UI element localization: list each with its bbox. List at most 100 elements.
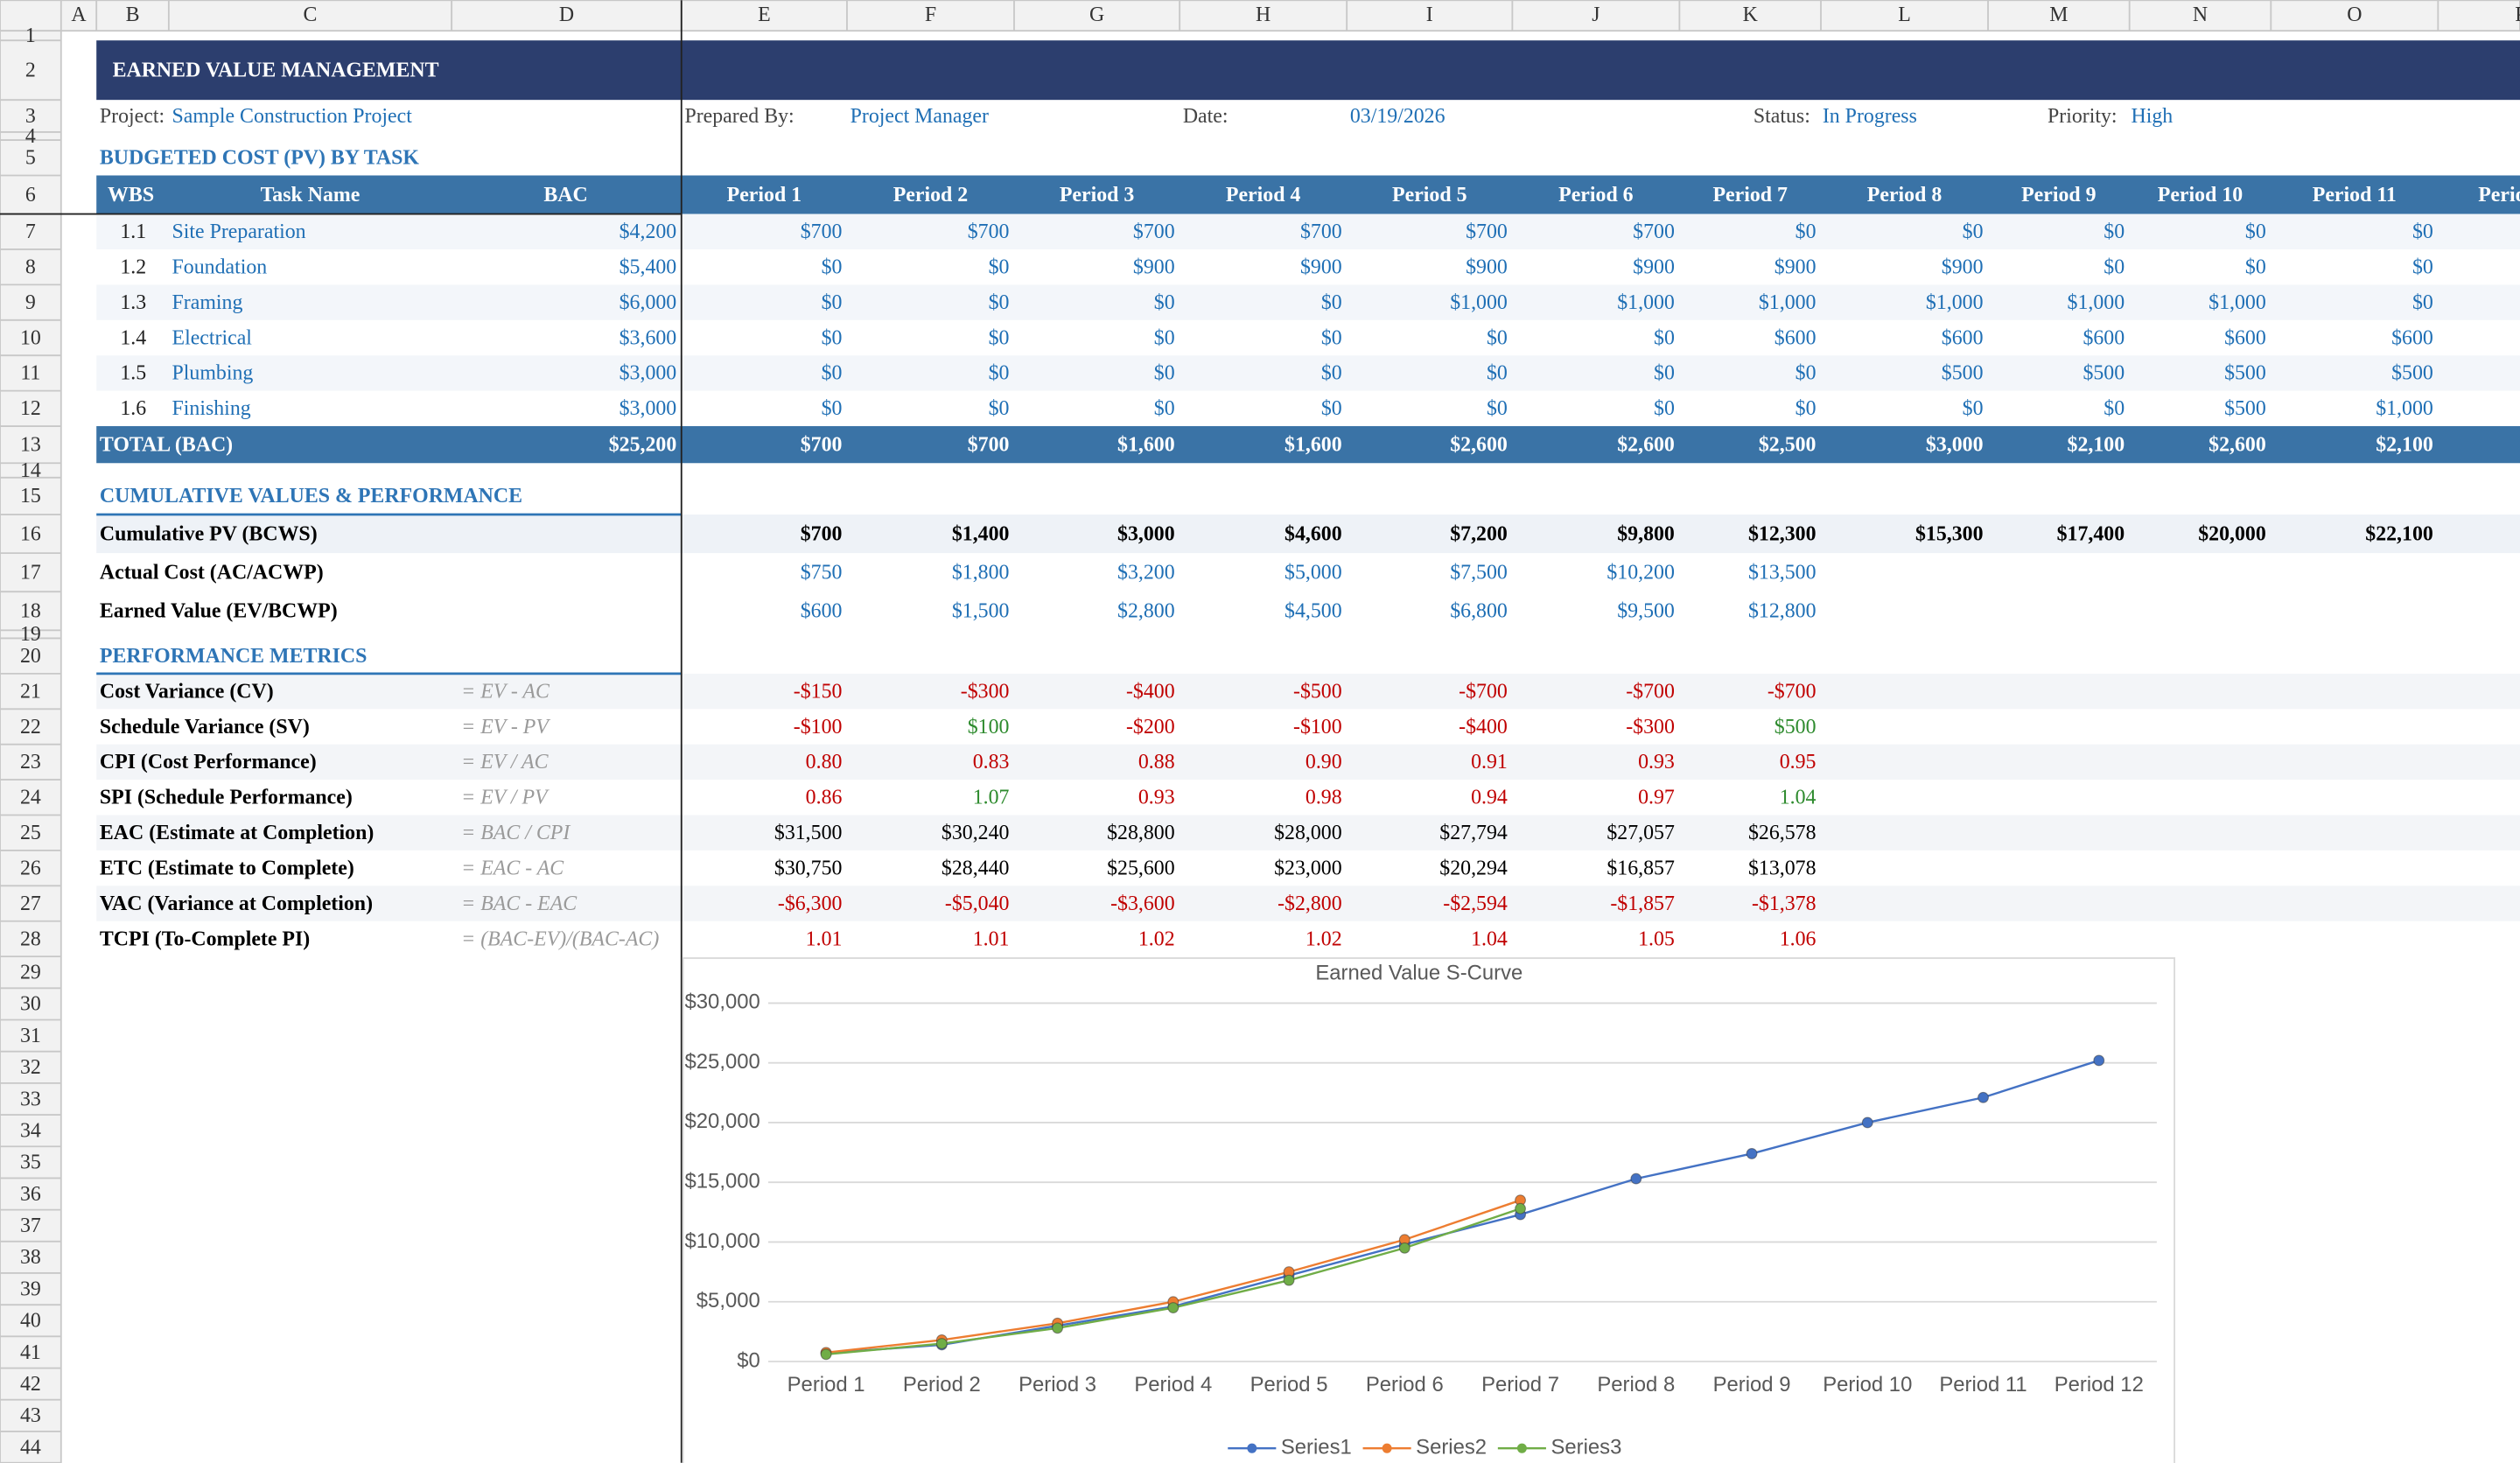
row-header: 35 [20,1152,41,1174]
metric-value: $16,857 [1606,857,1675,879]
task-name: Site Preparation [172,220,306,243]
row-header: 36 [20,1183,41,1206]
column-title: Period 5 [1392,184,1467,206]
column-title: Task Name [261,184,360,206]
section-title: PERFORMANCE METRICS [100,645,368,668]
column-header: A [71,4,87,26]
row-header: 41 [20,1341,41,1364]
column-title: Period 2 [893,184,968,206]
row-label: CPI (Cost Performance) [100,751,317,774]
info-label: Priority: [2048,105,2118,128]
period-cost: $600 [2082,326,2124,349]
row-header: 24 [20,787,41,809]
period-cost: $0 [2412,291,2433,314]
y-tick-label: $5,000 [696,1289,760,1312]
sheet-title: EARNED VALUE MANAGEMENT [113,60,439,82]
period-cost: $0 [1963,397,1984,420]
task-name: Foundation [172,256,268,279]
row-header: 34 [20,1119,41,1142]
bac: $3,000 [620,397,677,420]
column-header: G [1089,4,1104,26]
title-bar [96,40,2520,101]
period-cost: $0 [989,362,1010,385]
row-band [96,284,2520,320]
total-period: $2,100 [2376,433,2433,456]
metric-value: $26,578 [1748,822,1816,844]
cumulative-value: $4,600 [1284,522,1342,545]
row-header: 15 [20,485,41,508]
metric-value: $28,440 [942,857,1010,879]
period-cost: $0 [822,256,843,279]
x-tick-label: Period 8 [1597,1373,1675,1396]
period-cost: $700 [968,220,1010,243]
column-header: E [758,4,771,26]
bac: $6,000 [620,291,677,314]
x-tick-label: Period 9 [1713,1373,1791,1396]
period-cost: $600 [2391,326,2433,349]
metric-value: 0.80 [806,751,843,774]
column-title: Period 10 [2158,184,2243,206]
metric-value: -$150 [794,680,843,703]
row-header: 18 [20,600,41,623]
wbs: 1.5 [120,362,146,385]
row-header: 11 [20,362,40,385]
period-cost: $0 [1487,326,1508,349]
x-tick-label: Period 5 [1250,1373,1328,1396]
metric-value: -$400 [1459,716,1508,738]
metric-value: 0.86 [806,787,843,809]
column-header: M [2049,4,2068,26]
period-cost: $700 [801,220,843,243]
column-header: B [126,4,140,26]
chart-area [682,957,2176,1463]
y-tick-label: $25,000 [685,1050,760,1074]
row-header: 37 [20,1214,41,1237]
row-label: Earned Value (EV/BCWP) [100,600,338,623]
total-label: TOTAL (BAC) [100,433,233,456]
legend-marker [1247,1443,1257,1453]
cumulative-value: $13,500 [1748,561,1816,584]
metric-value: $20,294 [1439,857,1508,879]
y-tick-label: $15,000 [685,1170,760,1194]
bac: $5,400 [620,256,677,279]
info-value: Sample Construction Project [172,105,413,128]
metric-value: $500 [1774,716,1816,738]
period-cost: $600 [1774,326,1816,349]
formula: = EV / PV [461,787,550,809]
row-header: 25 [20,822,41,844]
cumulative-value: $600 [801,600,843,623]
row-band [96,673,2520,710]
y-tick-label: $30,000 [685,990,760,1014]
row-header: 13 [20,433,41,456]
series-line [825,1059,2100,1354]
row-header: 28 [20,928,41,950]
row-header: 43 [20,1404,41,1427]
row-header: 31 [20,1025,41,1047]
row-header: 10 [20,326,41,349]
y-tick-label: $0 [737,1348,760,1372]
row-label: SPI (Schedule Performance) [100,787,353,809]
cumulative-value: $7,500 [1450,561,1508,584]
formula: = EV / AC [461,751,549,774]
row-band [96,214,2520,249]
cumulative-value: $9,500 [1617,600,1675,623]
period-cost: $0 [1154,362,1175,385]
row-label: Actual Cost (AC/ACWP) [100,561,324,584]
legend-label: Series2 [1416,1435,1487,1459]
cumulative-value: $9,800 [1617,522,1675,545]
metric-value: $27,794 [1439,822,1508,844]
row-label: VAC (Variance at Completion) [100,892,373,915]
metric-value: 0.95 [1780,751,1816,774]
row-header: 14 [20,459,41,482]
period-cost: $0 [1654,397,1675,420]
metric-value: $27,057 [1606,822,1675,844]
period-cost: $500 [2391,362,2433,385]
row-header: 21 [20,680,41,703]
period-cost: $0 [1321,397,1342,420]
row-label: Cost Variance (CV) [100,680,274,703]
cumulative-value: $1,800 [952,561,1010,584]
period-cost: $500 [2224,397,2266,420]
x-tick-label: Period 10 [1823,1373,1912,1396]
x-tick-label: Period 3 [1018,1373,1096,1396]
wbs: 1.1 [120,220,146,243]
